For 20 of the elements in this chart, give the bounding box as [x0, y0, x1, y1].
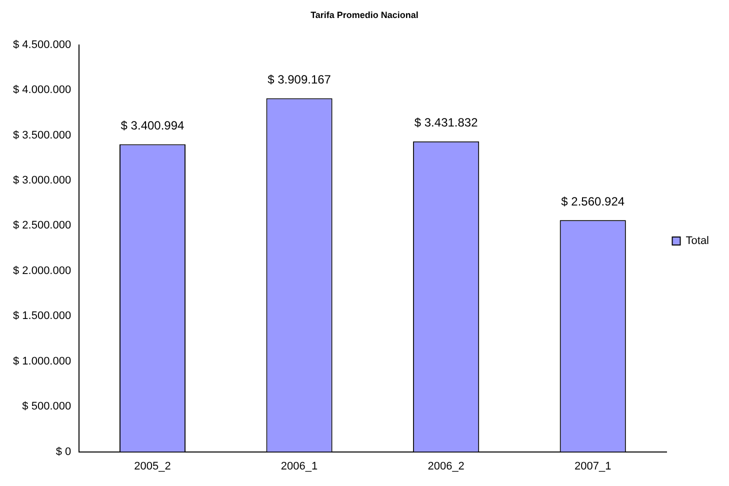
- data-label: $ 3.909.167: [268, 72, 332, 87]
- y-tick-label: $ 1.000.000: [12, 355, 72, 368]
- y-tick-label: $ 1.500.000: [12, 310, 72, 322]
- y-tick-label: $ 3.500.000: [12, 129, 72, 142]
- data-label: $ 3.400.994: [120, 118, 185, 133]
- y-tick-label: $ 0: [56, 446, 72, 458]
- x-tick-label: 2006_2: [428, 460, 464, 472]
- data-label: $ 3.431.832: [414, 116, 478, 130]
- y-tick-label: $ 4.500.000: [12, 38, 72, 51]
- y-tick-label: $ 2.500.000: [12, 220, 72, 232]
- y-tick-label: $ 500.000: [22, 400, 72, 413]
- x-tick-label: 2005_2: [134, 460, 171, 472]
- y-tick-label: $ 2.000.000: [12, 264, 72, 277]
- y-tick-label: $ 4.000.000: [12, 84, 72, 96]
- data-label: $ 2.560.924: [561, 194, 625, 208]
- x-tick-label: 2007_1: [574, 460, 612, 472]
- chart-title: Tarifa Promedio Nacional: [310, 10, 418, 20]
- x-tick-label: 2006_1: [280, 460, 318, 472]
- y-tick-label: $ 3.000.000: [12, 174, 72, 186]
- legend-label: Total: [686, 235, 710, 248]
